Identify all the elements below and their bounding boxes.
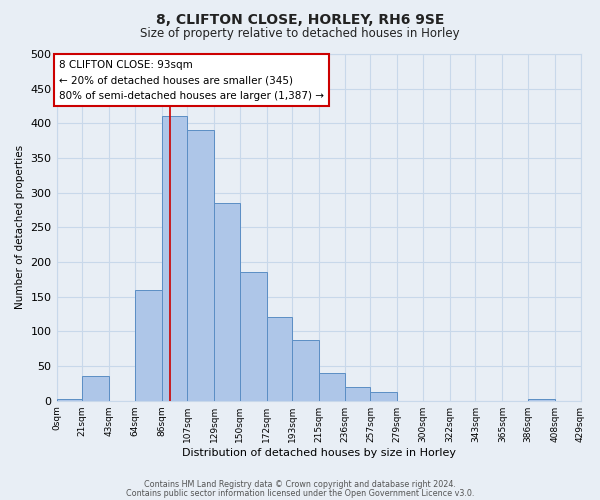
Text: Contains public sector information licensed under the Open Government Licence v3: Contains public sector information licen… [126,488,474,498]
Bar [82,376,109,400]
Bar [292,340,319,400]
Text: 8 CLIFTON CLOSE: 93sqm
← 20% of detached houses are smaller (345)
80% of semi-de: 8 CLIFTON CLOSE: 93sqm ← 20% of detached… [59,60,324,100]
Bar [135,290,161,401]
Bar [370,392,397,400]
Bar [345,387,370,400]
Text: Size of property relative to detached houses in Horley: Size of property relative to detached ho… [140,28,460,40]
Bar [240,272,266,400]
Bar [214,203,240,400]
Bar [266,318,292,400]
Bar [319,373,345,400]
Bar [161,116,187,401]
Text: Contains HM Land Registry data © Crown copyright and database right 2024.: Contains HM Land Registry data © Crown c… [144,480,456,489]
Text: 8, CLIFTON CLOSE, HORLEY, RH6 9SE: 8, CLIFTON CLOSE, HORLEY, RH6 9SE [156,12,444,26]
X-axis label: Distribution of detached houses by size in Horley: Distribution of detached houses by size … [182,448,455,458]
Y-axis label: Number of detached properties: Number of detached properties [15,146,25,310]
Bar [187,130,214,400]
